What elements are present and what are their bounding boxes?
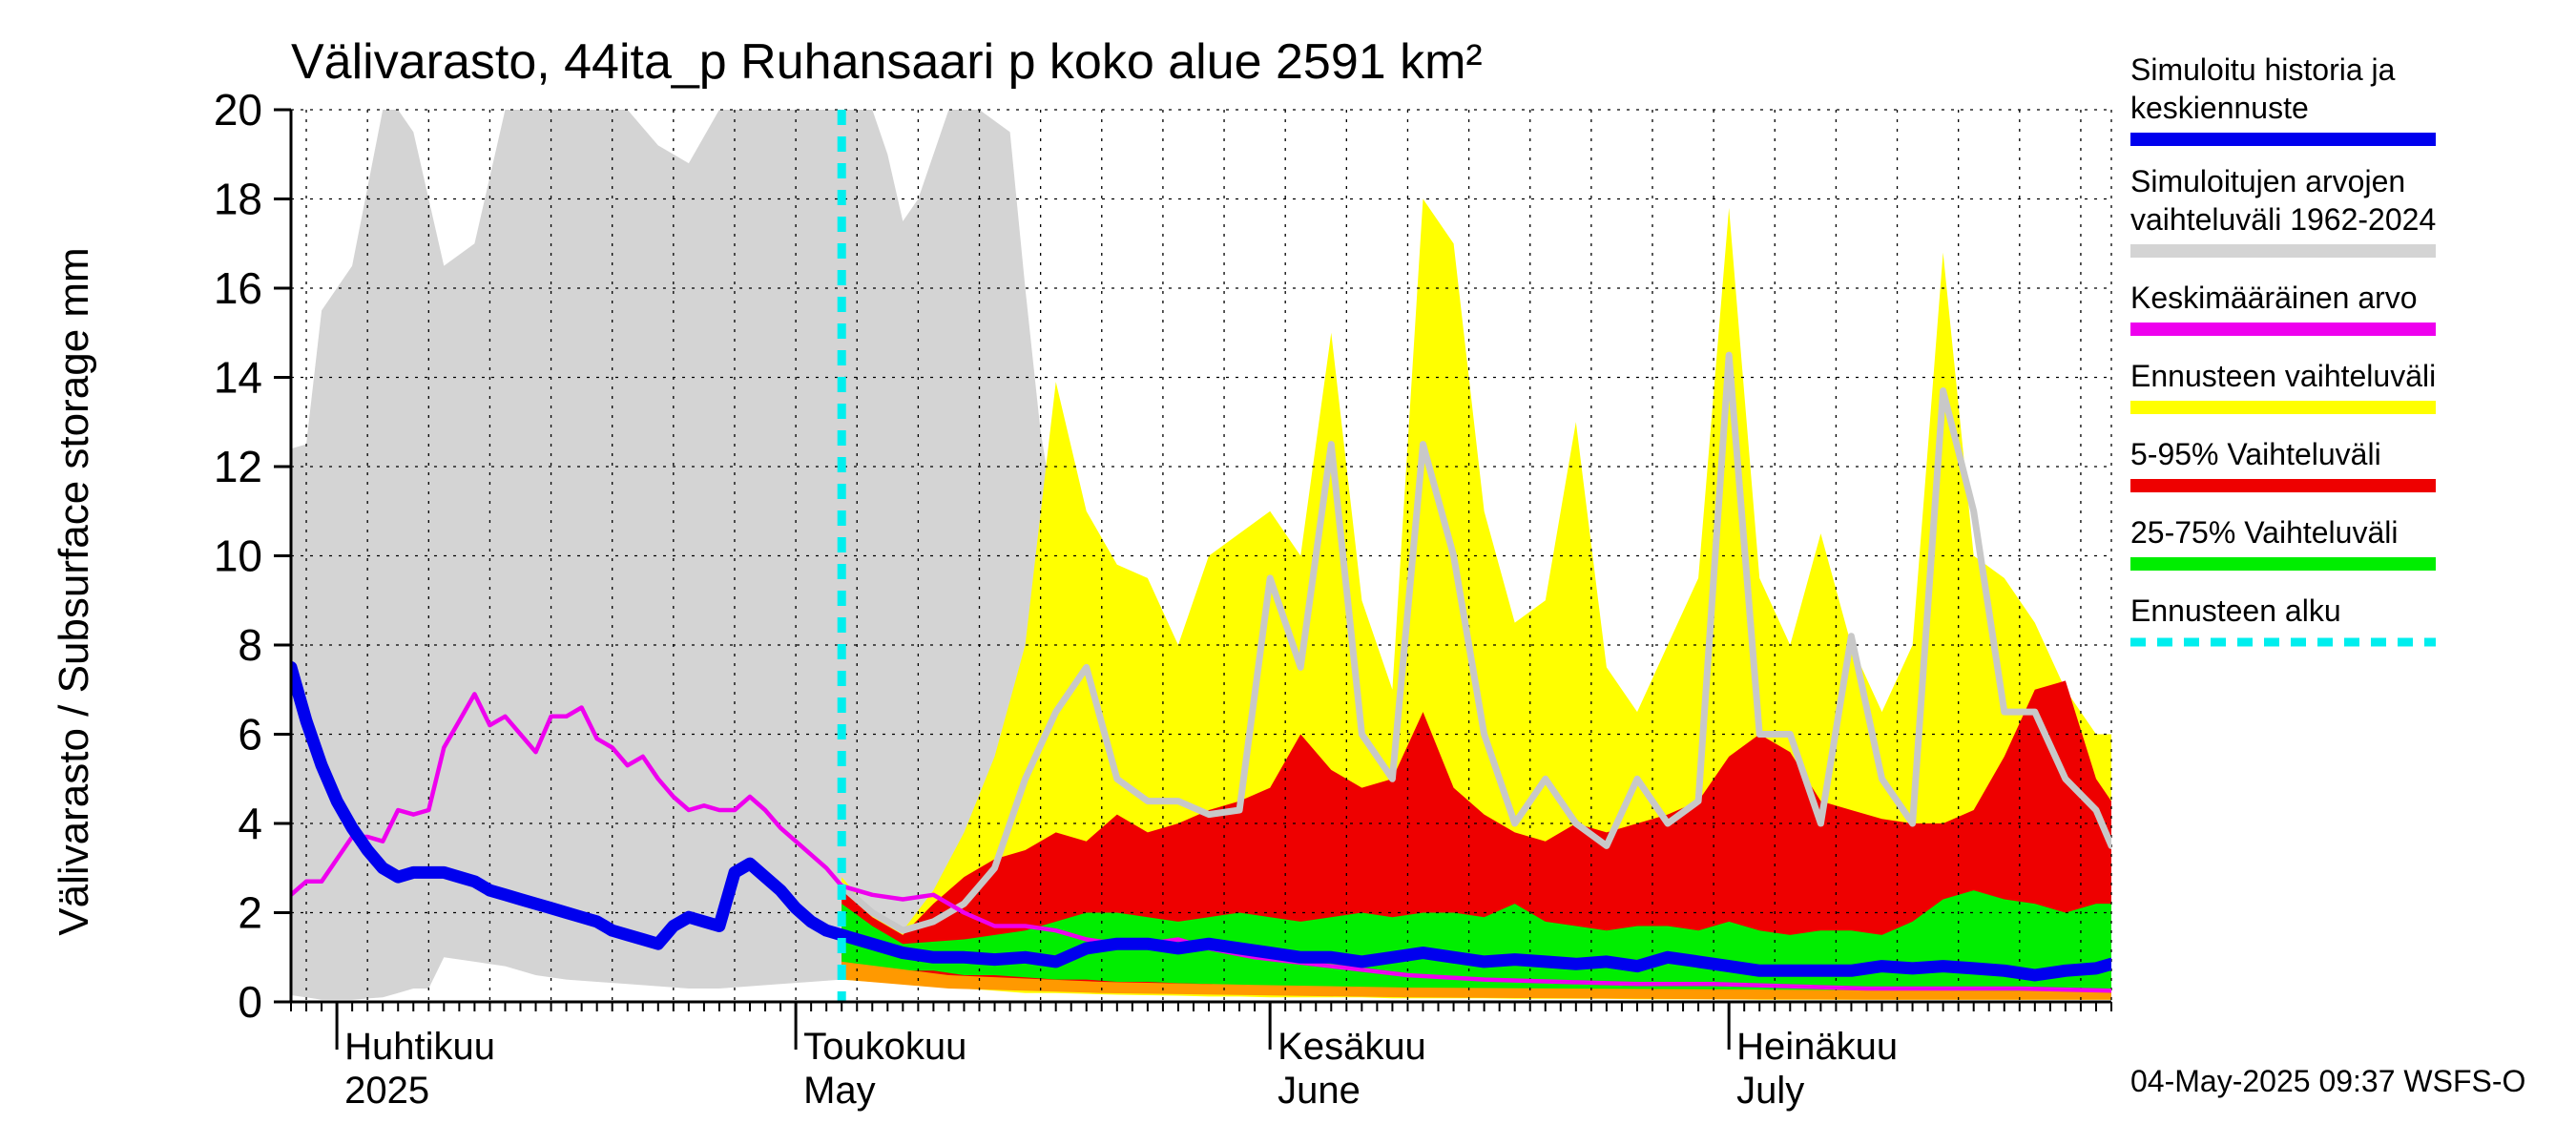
grid-layer bbox=[291, 109, 2112, 1002]
legend-label: 25-75% Vaihteluväli bbox=[2130, 515, 2398, 550]
y-tick-label: 6 bbox=[238, 710, 262, 760]
y-tick-label: 20 bbox=[214, 85, 262, 135]
band-history_range bbox=[291, 110, 2111, 1000]
legend-label: Simuloitu historia ja bbox=[2130, 52, 2396, 87]
legend: Simuloitu historia ja keskiennuste Simuloi… bbox=[2130, 52, 2436, 647]
y-tick-label: 10 bbox=[214, 531, 262, 581]
month-label: Kesäkuu bbox=[1278, 1026, 1426, 1068]
y-axis-label: Välivarasto / Subsurface storage mm bbox=[51, 247, 97, 935]
legend-label: vaihteluväli 1962-2024 bbox=[2130, 202, 2436, 237]
month-sublabel: 2025 bbox=[344, 1070, 429, 1112]
median-forecast-line bbox=[838, 351, 2111, 934]
band-range_5_95 bbox=[841, 680, 2111, 998]
legend-label: Keskimääräinen arvo bbox=[2130, 281, 2418, 315]
mean-line bbox=[291, 692, 2111, 993]
lines-layer bbox=[291, 110, 2111, 1002]
month-label: Heinäkuu bbox=[1736, 1026, 1898, 1068]
chart-title: Välivarasto, 44ita_p Ruhansaari p koko a… bbox=[291, 34, 1483, 90]
month-label: Huhtikuu bbox=[344, 1026, 495, 1068]
y-tick-label: 0 bbox=[238, 977, 262, 1027]
legend-label: 5-95% Vaihteluväli bbox=[2130, 437, 2381, 471]
legend-label: keskiennuste bbox=[2130, 91, 2309, 125]
month-sublabel: June bbox=[1278, 1070, 1361, 1112]
y-tick-label: 4 bbox=[238, 799, 262, 848]
y-tick-label: 16 bbox=[214, 263, 262, 313]
y-tick-label: 18 bbox=[214, 175, 262, 224]
timestamp: 04-May-2025 09:37 WSFS-O bbox=[2130, 1064, 2525, 1098]
simulated-line bbox=[291, 660, 2111, 982]
month-sublabel: May bbox=[803, 1070, 876, 1112]
legend-label: Ennusteen alku bbox=[2130, 593, 2341, 628]
band-range_lowest bbox=[841, 961, 2111, 1000]
legend-label: Ennusteen vaihteluväli bbox=[2130, 359, 2436, 393]
month-sublabel: July bbox=[1736, 1070, 1804, 1112]
y-tick-label: 8 bbox=[238, 620, 262, 670]
month-label: Toukokuu bbox=[803, 1026, 966, 1068]
legend-label: Simuloitujen arvojen bbox=[2130, 164, 2405, 198]
y-tick-label: 12 bbox=[214, 442, 262, 491]
y-tick-label: 14 bbox=[214, 353, 262, 403]
y-tick-label: 2 bbox=[238, 888, 262, 938]
